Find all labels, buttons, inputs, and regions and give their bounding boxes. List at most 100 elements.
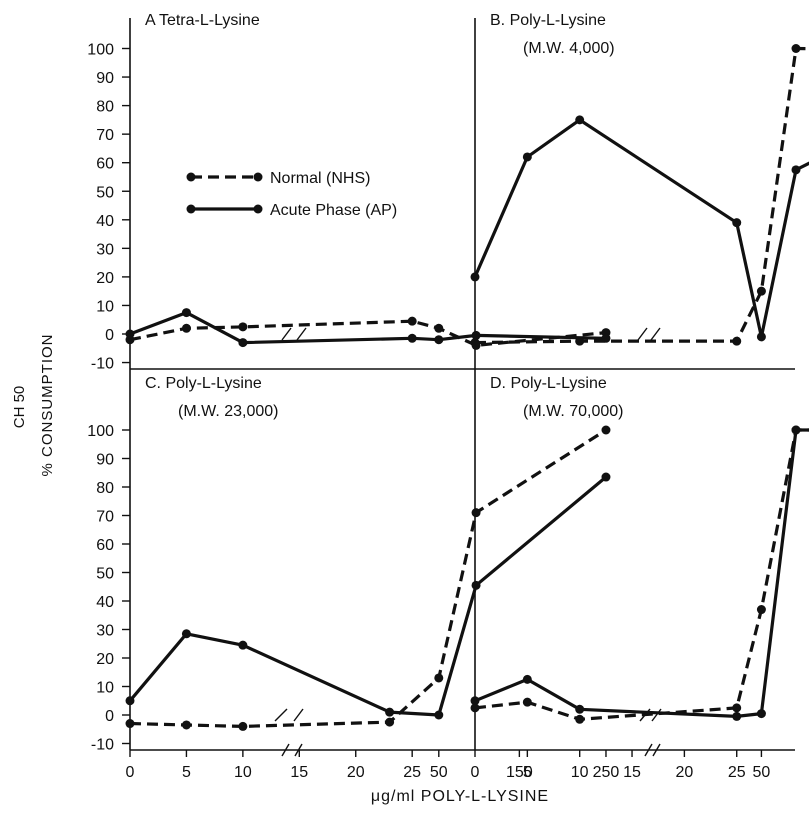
- panel-subtitle: (M.W. 23,000): [178, 403, 278, 420]
- data-point: [732, 218, 742, 228]
- data-point: [601, 425, 611, 435]
- panel-title: D. Poly-L-Lysine: [490, 375, 607, 392]
- data-point: [470, 338, 480, 348]
- data-point: [407, 333, 417, 343]
- data-point: [407, 316, 417, 326]
- x-tick-label: 10: [234, 764, 252, 781]
- y-tick-label: 60: [96, 156, 114, 173]
- data-point: [522, 674, 532, 684]
- axis-break-mark: [651, 708, 662, 722]
- series-line-acute-phase: [473, 118, 809, 339]
- axis-break-mark: [294, 743, 303, 757]
- data-point: [434, 673, 444, 683]
- x-tick-label: 10: [571, 764, 589, 781]
- data-point: [238, 322, 248, 332]
- data-point: [238, 338, 248, 348]
- y-tick-label: 0: [105, 327, 114, 344]
- data-point: [238, 721, 248, 731]
- y-tick-label: 20: [96, 651, 114, 668]
- data-point: [181, 629, 191, 639]
- data-point: [125, 696, 135, 706]
- axis-break-mark: [281, 743, 290, 757]
- data-point: [601, 472, 611, 482]
- y-tick-label: 40: [96, 594, 114, 611]
- y-tick-label: 50: [96, 566, 114, 583]
- data-point: [385, 717, 395, 727]
- axis-break-mark: [274, 708, 288, 722]
- y-tick-label: 100: [87, 42, 114, 59]
- legend-label: Acute Phase (AP): [270, 202, 397, 219]
- axis-break-mark: [652, 743, 661, 757]
- panel-c: C. Poly-L-Lysine (M.W. 23,000): [125, 375, 611, 757]
- x-tick-label: 0: [471, 764, 480, 781]
- y-tick-label: 10: [96, 680, 114, 697]
- legend-marker: [186, 172, 196, 182]
- data-point: [756, 286, 766, 296]
- data-point: [125, 329, 135, 339]
- y-tick-label: 50: [96, 184, 114, 201]
- data-point: [791, 44, 801, 53]
- axis-break-mark: [281, 327, 292, 341]
- y-tick-label: -10: [91, 737, 114, 754]
- x-tick-label: 5: [182, 764, 191, 781]
- y-tick-label: 70: [96, 127, 114, 144]
- x-tick-label: 25: [403, 764, 421, 781]
- y-tick-label: 80: [96, 99, 114, 116]
- data-point: [471, 330, 481, 340]
- panel-title: A Tetra-L-Lysine: [145, 12, 260, 29]
- y-tick-label: 90: [96, 452, 114, 469]
- data-point: [732, 703, 742, 713]
- legend-marker: [186, 204, 196, 214]
- y-tick-label: 80: [96, 480, 114, 497]
- y-tick-label: 60: [96, 537, 114, 554]
- chart-panels: -100102030405060708090100-10010203040506…: [87, 12, 809, 781]
- y-tick-label: 100: [87, 423, 114, 440]
- axis-break-mark: [296, 327, 307, 341]
- panel-d: D. Poly-L-Lysine (M.W. 70,000): [470, 375, 809, 757]
- data-point: [238, 640, 248, 650]
- y-tick-label: 0: [105, 708, 114, 725]
- data-point: [434, 710, 444, 720]
- panel-title: C. Poly-L-Lysine: [145, 375, 262, 392]
- panel-a: A Tetra-L-Lysine: [125, 12, 611, 350]
- y-tick-label: -10: [91, 356, 114, 373]
- data-point: [181, 720, 191, 730]
- y-tick-label: 30: [96, 623, 114, 640]
- series-line-acute-phase: [474, 428, 809, 718]
- legend-marker: [253, 204, 263, 214]
- axis-break-mark: [293, 708, 304, 722]
- x-axis-label: μg/ml POLY-L-LYSINE: [371, 788, 549, 805]
- panel-subtitle: (M.W. 4,000): [523, 40, 615, 57]
- x-tick-label: 20: [347, 764, 365, 781]
- x-tick-label: 0: [126, 764, 135, 781]
- data-point: [470, 703, 480, 713]
- data-point: [471, 580, 481, 590]
- data-point: [575, 336, 585, 346]
- x-tick-label: 50: [430, 764, 448, 781]
- data-point: [575, 704, 585, 714]
- y-tick-label: 30: [96, 241, 114, 258]
- x-tick-label: 150: [506, 764, 533, 781]
- data-point: [434, 335, 444, 345]
- x-tick-label: 25: [728, 764, 746, 781]
- data-point: [791, 425, 801, 435]
- y-tick-label: 20: [96, 270, 114, 287]
- data-point: [125, 719, 135, 729]
- x-tick-label: 15: [290, 764, 308, 781]
- x-tick-label: 50: [753, 764, 771, 781]
- data-point: [732, 711, 742, 721]
- data-point: [756, 605, 766, 615]
- data-point: [385, 707, 395, 717]
- data-point: [756, 332, 766, 342]
- data-point: [181, 323, 191, 333]
- legend: Normal (NHS) Acute Phase (AP): [186, 170, 397, 219]
- axis-break-mark: [637, 327, 648, 341]
- panel-title: B. Poly-L-Lysine: [490, 12, 606, 29]
- series-line-acute-phase: [128, 475, 608, 717]
- y-axis-label: % CONSUMPTION: [39, 333, 56, 476]
- y-axis-label-top: CH 50: [11, 386, 28, 429]
- y-tick-label: 90: [96, 70, 114, 87]
- data-point: [791, 165, 801, 175]
- legend-label: Normal (NHS): [270, 170, 370, 187]
